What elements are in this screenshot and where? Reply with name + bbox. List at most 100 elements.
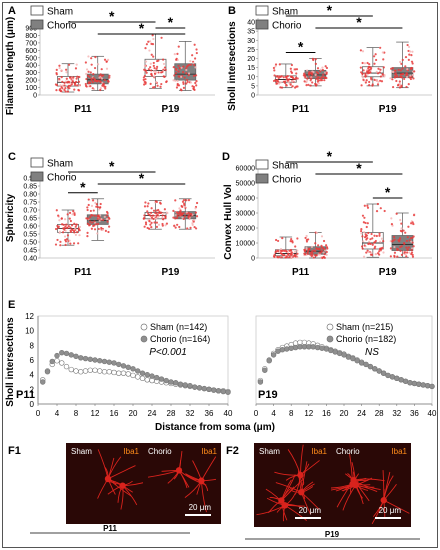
x-tick-label: 16	[110, 409, 119, 418]
data-point	[362, 240, 365, 243]
data-point	[394, 69, 397, 72]
stain-label: Iba1	[201, 447, 217, 456]
x-tick-label: 40	[428, 409, 437, 418]
data-point	[375, 234, 378, 238]
chorio-point	[372, 366, 378, 372]
data-point	[393, 235, 396, 239]
data-point	[411, 50, 414, 53]
data-point	[148, 40, 152, 43]
data-point	[379, 207, 382, 210]
data-point	[291, 85, 294, 88]
data-point	[400, 76, 403, 79]
data-point	[411, 247, 414, 250]
data-point	[375, 70, 378, 73]
legend-swatch-chorio	[30, 19, 44, 30]
data-point	[77, 228, 80, 231]
data-point	[172, 209, 175, 212]
data-point	[370, 232, 373, 236]
data-point	[156, 65, 159, 68]
data-point	[106, 220, 109, 223]
sham-point	[78, 369, 84, 375]
data-point	[63, 84, 66, 87]
chorio-point	[407, 380, 413, 386]
data-point	[99, 88, 102, 92]
data-point	[400, 62, 403, 65]
data-point	[66, 81, 69, 84]
chorio-point	[120, 363, 127, 369]
data-point	[406, 68, 409, 71]
data-point	[375, 210, 379, 213]
chorio-point	[78, 355, 84, 361]
data-point	[163, 66, 167, 69]
data-point	[61, 87, 64, 90]
data-point	[195, 51, 198, 55]
chorio-point	[173, 380, 179, 386]
data-point	[161, 70, 164, 74]
scale-bar-label: 20 μm	[188, 503, 211, 512]
chorio-point	[187, 382, 193, 389]
chorio-point	[87, 356, 93, 362]
legend-label: Chorio (n=182)	[336, 334, 396, 344]
data-point	[282, 76, 285, 79]
data-point	[273, 69, 276, 72]
data-point	[142, 217, 145, 220]
data-point	[63, 81, 66, 85]
chorio-point	[398, 377, 404, 383]
chorio-point	[402, 378, 409, 384]
y-tick-label: 600	[25, 48, 37, 55]
data-point	[278, 255, 281, 259]
data-point	[378, 253, 381, 256]
data-point	[295, 68, 299, 71]
legend-label: Sham (n=142)	[150, 322, 207, 332]
chorio-point	[314, 344, 321, 351]
data-point	[66, 234, 70, 237]
data-point	[366, 61, 369, 65]
data-point	[77, 242, 80, 245]
microglia-image	[97, 449, 143, 510]
data-point	[161, 214, 164, 217]
data-point	[325, 71, 328, 74]
data-point	[406, 248, 409, 251]
sham-point	[125, 371, 131, 377]
data-point	[144, 69, 147, 72]
data-point	[73, 212, 76, 215]
chorio-point	[279, 347, 286, 353]
data-point	[314, 58, 317, 61]
data-point	[319, 68, 322, 71]
data-point	[93, 224, 96, 227]
data-point	[90, 79, 93, 82]
data-point	[173, 53, 176, 56]
data-point	[180, 204, 183, 208]
data-point	[324, 76, 327, 79]
data-point	[321, 66, 324, 69]
data-point	[367, 231, 370, 235]
data-point	[146, 210, 149, 213]
data-point	[71, 80, 74, 83]
data-point	[391, 67, 395, 70]
data-point	[69, 230, 73, 233]
microglia-process	[274, 471, 301, 476]
data-point	[64, 90, 67, 93]
data-point	[100, 68, 103, 71]
data-point	[66, 86, 70, 89]
data-point	[411, 221, 414, 224]
data-point	[55, 209, 58, 212]
data-point	[378, 232, 381, 235]
chorio-point	[158, 376, 165, 382]
y-tick-label: 2	[30, 385, 35, 394]
data-point	[368, 71, 371, 74]
data-point	[376, 83, 380, 86]
microglia-soma	[104, 475, 112, 483]
data-point	[108, 76, 111, 79]
data-point	[371, 243, 374, 246]
x-tick-label: 36	[410, 409, 419, 418]
y-tick-label: 100	[25, 85, 37, 92]
data-point	[101, 228, 104, 232]
data-point	[59, 240, 62, 243]
data-point	[86, 208, 89, 212]
data-point	[73, 213, 76, 217]
data-point	[406, 73, 409, 76]
data-point	[87, 203, 90, 207]
data-point	[68, 239, 71, 242]
scale-bar	[375, 517, 401, 519]
